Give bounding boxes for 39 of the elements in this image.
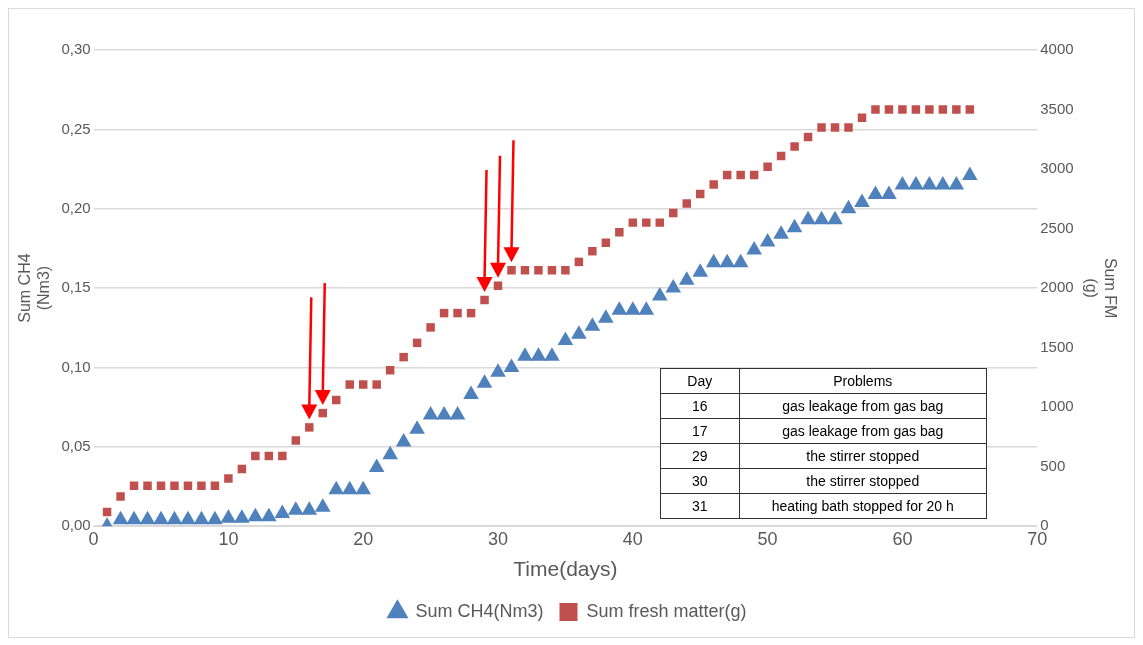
- y2-tick-label: 4000: [1040, 40, 1074, 58]
- y-tick-label: 0,00: [61, 516, 91, 534]
- y-tick-label: 0,15: [61, 278, 91, 296]
- y2-tick-label: 1500: [1040, 337, 1074, 355]
- annotation: 16: [660, 393, 740, 419]
- annotation: Day: [660, 368, 740, 394]
- x-tick-label: 50: [757, 528, 778, 549]
- legend-label: Sum fresh matter(g): [586, 600, 747, 621]
- annotation: 29: [660, 443, 740, 469]
- annotation: 17: [660, 418, 740, 444]
- x-tick-label: 20: [353, 528, 374, 549]
- x-tick-label: 0: [88, 528, 99, 549]
- y2-axis-title: Sum FM (g): [1082, 257, 1119, 319]
- annotation: 31: [660, 493, 740, 519]
- y2-tick-label: 500: [1040, 456, 1066, 474]
- x-axis-title: Time(days): [513, 557, 618, 581]
- y-axis-title: Sum CH4 (Nm3): [16, 253, 53, 323]
- y2-tick-label: 3000: [1040, 159, 1074, 177]
- y-tick-label: 0,25: [61, 119, 91, 137]
- y2-tick-label: 1000: [1040, 397, 1074, 415]
- y-tick-label: 0,05: [61, 436, 91, 454]
- y-tick-label: 0,30: [61, 40, 91, 58]
- x-tick-label: 30: [487, 528, 509, 549]
- x-tick-label: 60: [892, 528, 913, 549]
- annotation: Problems: [739, 368, 987, 394]
- y2-tick-label: 2500: [1040, 218, 1074, 236]
- x-tick-label: 40: [622, 528, 643, 549]
- annotation: heating bath stopped for 20 h: [739, 493, 987, 519]
- annotation: 30: [660, 468, 740, 494]
- legend-label: Sum CH4(Nm3): [415, 600, 544, 621]
- annotation: gas leakage from gas bag: [739, 393, 987, 419]
- annotation: the stirrer stopped: [739, 468, 987, 494]
- y-tick-label: 0,20: [61, 198, 91, 216]
- annotation: gas leakage from gas bag: [739, 418, 987, 444]
- x-tick-label: 10: [218, 528, 239, 549]
- y-tick-label: 0,10: [61, 357, 91, 375]
- y2-tick-label: 2000: [1040, 278, 1074, 296]
- y2-tick-label: 3500: [1040, 99, 1074, 117]
- annotation: the stirrer stopped: [739, 443, 987, 469]
